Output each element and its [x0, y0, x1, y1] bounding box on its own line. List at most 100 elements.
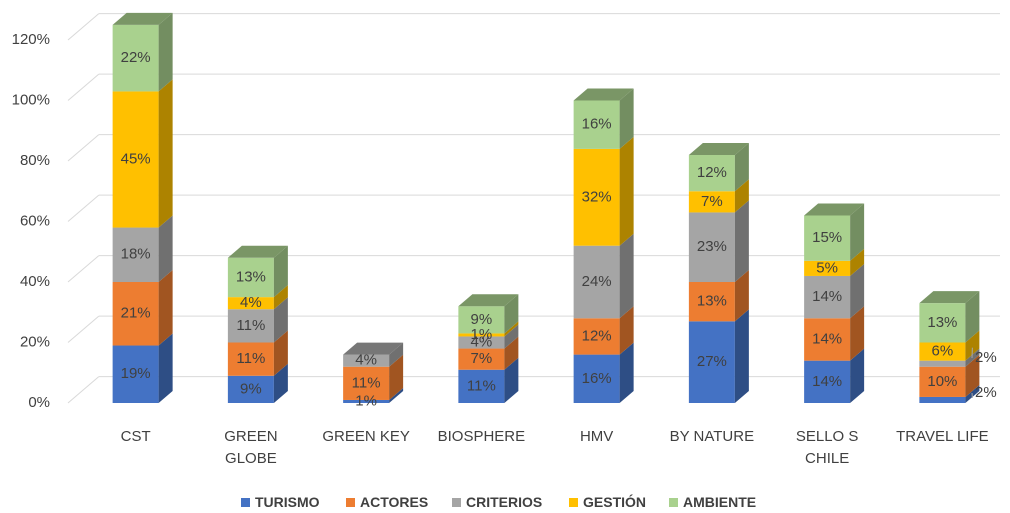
data-label: 7%: [471, 350, 493, 367]
bar-segment: [804, 360, 851, 403]
bar-side: [273, 363, 288, 403]
bar-segment: [688, 282, 735, 322]
data-label: 18%: [121, 246, 151, 263]
grid-line: [67, 255, 100, 283]
bar-side: [965, 291, 980, 343]
bar-segment: [458, 348, 505, 370]
y-tick-label: 60%: [20, 212, 50, 229]
bar-segment: [227, 257, 274, 298]
data-label: 4%: [240, 294, 262, 311]
bar-side: [504, 294, 519, 334]
legend-label: AMBIENTE: [683, 494, 757, 510]
data-label: 11%: [236, 350, 265, 367]
data-label: 9%: [240, 380, 262, 397]
bar-side: [850, 248, 865, 276]
data-label: 15%: [812, 229, 842, 246]
x-tick-label: CST: [120, 428, 151, 445]
bar-side: [850, 306, 865, 361]
bar-side: [504, 336, 519, 370]
bar-side: [273, 330, 288, 376]
bar-segment: [343, 366, 390, 400]
bar-side: [850, 203, 865, 261]
bar-side: [273, 285, 288, 310]
bar-segment: [458, 306, 505, 334]
data-label: 4%: [471, 333, 493, 350]
data-label: 16%: [582, 370, 612, 387]
data-label: 2%: [975, 349, 997, 366]
x-tick-label: SELLO S CHILE: [795, 428, 859, 467]
bar-segment: [688, 321, 735, 403]
bar-segment: [227, 297, 274, 310]
bar-segment: [112, 91, 159, 228]
data-label: 21%: [121, 305, 151, 322]
legend-swatch: [669, 497, 678, 507]
bar-segment: [227, 342, 274, 376]
bar-side: [619, 88, 634, 149]
bar-segment: [804, 260, 851, 276]
legend-swatch: [569, 497, 578, 507]
bar-segment: [688, 212, 735, 282]
bar-side: [389, 354, 404, 400]
bar-side: [619, 306, 634, 355]
data-label: 7%: [701, 193, 723, 210]
data-label: 9%: [471, 311, 493, 328]
data-label: 12%: [697, 164, 727, 181]
bar-top: [688, 142, 749, 155]
bar-side: [965, 330, 980, 361]
grid-line: [67, 13, 100, 41]
bar-side: [734, 200, 749, 282]
grid-line: [67, 194, 100, 222]
bar-side: [619, 233, 634, 319]
bar-side: [504, 357, 519, 403]
data-label: 32%: [582, 188, 612, 205]
bar-side: [619, 342, 634, 403]
data-label: 4%: [355, 352, 377, 369]
bar-side: [734, 270, 749, 322]
bar-segment: [112, 227, 159, 282]
data-label: 10%: [927, 373, 957, 390]
legend-swatch: [452, 497, 461, 507]
bar-top: [573, 88, 634, 101]
legend-item: TURISMO: [241, 494, 320, 510]
bar-side: [850, 263, 865, 319]
bar-segment: [804, 215, 851, 261]
bar-side: [734, 179, 749, 213]
bar-segment: [919, 303, 966, 343]
bar-segment: [112, 345, 159, 403]
bar-segment: [919, 366, 966, 397]
bar-segment: [919, 396, 966, 403]
bar-segment: [227, 375, 274, 403]
bar-side: [965, 354, 980, 397]
bar-segment: [458, 369, 505, 403]
legend-item: AMBIENTE: [669, 494, 756, 510]
y-tick-label: 80%: [20, 152, 50, 169]
bar-segment: [804, 275, 851, 319]
data-label: 6%: [932, 343, 954, 360]
x-tick-label: GREEN GLOBE: [224, 428, 278, 467]
data-label: 14%: [812, 373, 842, 390]
legend-label: TURISMO: [255, 494, 320, 510]
x-tick-label: HMV: [579, 428, 614, 445]
bar-segment: [458, 336, 505, 349]
bar-side: [158, 12, 173, 92]
bar-side: [619, 136, 634, 246]
bar-side: [734, 309, 749, 403]
bar-segment: [688, 154, 735, 192]
data-label: 45%: [121, 150, 151, 167]
bar-top: [804, 203, 865, 216]
bar-segment: [343, 354, 390, 367]
data-label: 13%: [236, 268, 266, 285]
bar-segment: [919, 360, 966, 367]
bar-segment: [573, 148, 620, 246]
x-tick-label: TRAVEL LIFE: [896, 428, 989, 445]
x-tick-label: BY NATURE: [669, 428, 755, 445]
bar-side: [158, 270, 173, 346]
bar-top: [343, 342, 404, 355]
bar-top: [112, 12, 173, 25]
bar-top: [227, 245, 288, 258]
data-label: 2%: [975, 384, 997, 401]
data-label: 24%: [582, 273, 612, 290]
grid-line: [67, 73, 100, 101]
